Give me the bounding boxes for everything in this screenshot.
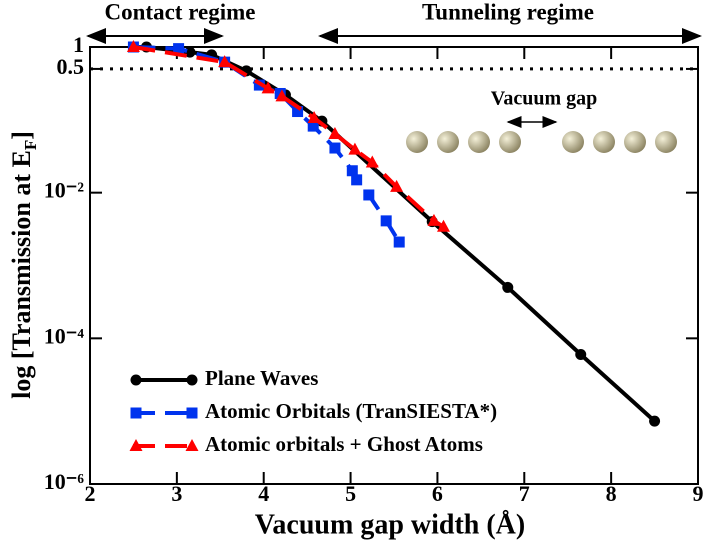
legend-label: Plane Waves	[205, 366, 318, 390]
marker	[365, 155, 379, 168]
marker	[380, 215, 392, 227]
legend-marker	[186, 407, 198, 419]
series-line	[133, 45, 445, 229]
marker	[346, 165, 358, 177]
y-axis-label-part: F	[21, 140, 40, 150]
x-tick-label: 7	[519, 481, 530, 506]
marker	[390, 179, 404, 192]
y-tick-label: 0.5	[57, 54, 85, 79]
y-axis-label-part: log [Transmission at E	[7, 150, 36, 399]
x-tick-label: 2	[85, 481, 96, 506]
y-tick-label: 1	[73, 32, 84, 57]
legend-marker	[185, 439, 199, 451]
marker	[173, 43, 185, 55]
marker	[502, 281, 514, 293]
marker	[351, 174, 363, 186]
marker	[329, 142, 341, 154]
annotation: Contact regime	[105, 0, 256, 24]
x-axis-label: Vacuum gap width (Å)	[255, 509, 525, 540]
legend-marker	[129, 439, 143, 451]
legend-marker	[186, 374, 198, 386]
x-tick-label: 9	[693, 481, 704, 506]
annotation: Tunneling regime	[422, 0, 594, 24]
marker	[218, 55, 232, 68]
annotation: Vacuum gap	[491, 88, 598, 110]
legend-label: Atomic Orbitals (TranSIESTA*)	[205, 399, 497, 423]
marker	[649, 415, 661, 427]
marker	[575, 348, 587, 360]
marker	[437, 219, 451, 232]
marker	[328, 126, 342, 139]
y-tick-label: 10⁻⁴	[44, 323, 85, 348]
atoms	[406, 131, 677, 153]
plot-frame	[89, 46, 699, 485]
marker	[292, 106, 304, 118]
marker	[427, 213, 441, 226]
marker	[307, 120, 319, 132]
legend-label: Atomic orbitals + Ghost Atoms	[205, 432, 483, 456]
marker	[348, 142, 362, 155]
series-line	[133, 45, 401, 244]
marker	[261, 81, 275, 94]
marker	[393, 236, 405, 248]
y-axis-label: log [Transmission at EF]	[7, 131, 40, 399]
legend-marker	[130, 374, 142, 386]
marker	[363, 189, 375, 201]
marker	[126, 40, 140, 52]
marker	[307, 110, 321, 123]
y-tick-label: 10⁻⁶	[44, 469, 85, 494]
x-tick-label: 8	[606, 481, 617, 506]
x-tick-label: 5	[345, 481, 356, 506]
legend-marker	[130, 407, 142, 419]
marker	[275, 89, 289, 102]
x-tick-label: 6	[432, 481, 443, 506]
y-tick-label: 10⁻²	[44, 178, 85, 203]
x-tick-label: 4	[258, 481, 269, 506]
x-tick-label: 3	[171, 481, 182, 506]
y-axis-label-part: ]	[7, 131, 36, 140]
